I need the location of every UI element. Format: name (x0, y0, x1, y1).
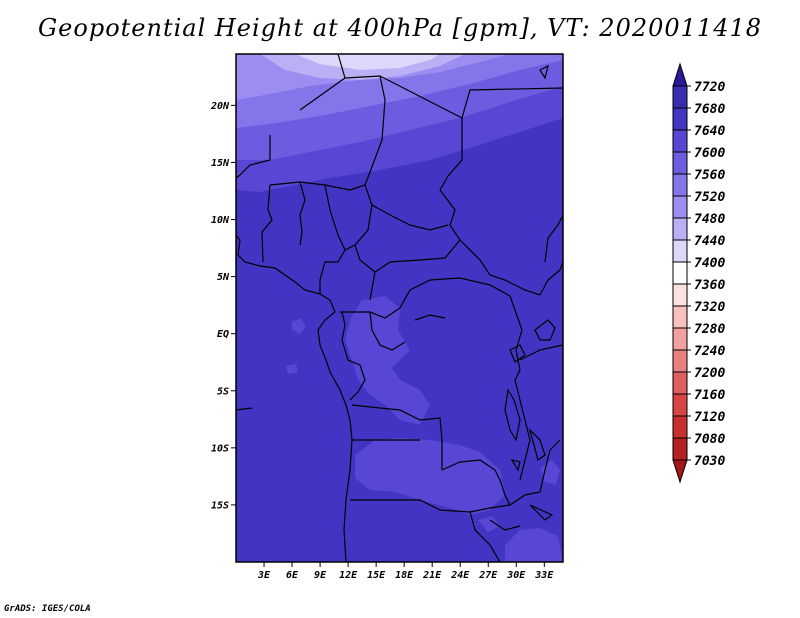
colorbar-swatch (672, 305, 688, 329)
lon-tick-label: 3E (257, 570, 271, 581)
lon-tick-label: 6E (286, 570, 299, 581)
colorbar-level-label: 7560 (694, 168, 725, 183)
lon-tick-label: 15E (367, 570, 386, 581)
patch-angola (355, 438, 505, 515)
latitude-axis: 20N 15N 10N 5N EQ 5S 10S 15S (210, 101, 236, 511)
lat-tick-label: 5N (217, 272, 230, 283)
colorbar-level-label: 7640 (694, 124, 725, 139)
patch-moz (540, 460, 560, 485)
colorbar-level-label: 7200 (694, 366, 725, 381)
lat-tick-label: 10S (211, 443, 229, 454)
lon-tick-label: 12E (339, 570, 358, 581)
colorbar-swatch (672, 437, 688, 461)
colorbar-level-label: 7440 (694, 234, 725, 249)
longitude-axis: 3E 6E 9E 12E 15E 18E 21E 24E 27E 30E 33E (257, 562, 554, 581)
colorbar-swatch (672, 195, 688, 219)
patch-small-2 (286, 364, 298, 374)
colorbar-swatch (672, 261, 688, 285)
patch-small-3 (478, 516, 500, 532)
lat-tick-label: 15S (211, 500, 229, 511)
colorbar-swatch (672, 371, 688, 395)
colorbar-swatch (672, 129, 688, 153)
colorbar-level-label: 7030 (694, 454, 725, 469)
patch-congo (345, 296, 430, 425)
colorbar-level-label: 7360 (694, 278, 725, 293)
lon-tick-label: 18E (395, 570, 414, 581)
colorbar-level-label: 7160 (694, 388, 725, 403)
colorbar-level-label: 7680 (694, 102, 725, 117)
lat-tick-label: 5S (217, 386, 229, 397)
colorbar-swatch (672, 283, 688, 307)
colorbar-level-label: 7720 (694, 80, 725, 95)
patch-small (292, 318, 306, 334)
colorbar-swatch (672, 173, 688, 197)
lat-tick-label: 10N (211, 215, 230, 226)
credit-label: GrADS: IGES/COLA (4, 604, 91, 614)
colorbar-level-label: 7280 (694, 322, 725, 337)
lon-tick-label: 33E (534, 570, 554, 581)
lat-tick-label: EQ (217, 329, 229, 340)
colorbar-level-label: 7400 (694, 256, 725, 271)
lon-tick-label: 30E (506, 570, 526, 581)
colorbar: 7720 7680 7640 7600 7560 7520 7480 7440 7400 7360… (672, 62, 725, 484)
lon-tick-label: 21E (422, 570, 442, 581)
lon-tick-label: 9E (314, 570, 327, 581)
colorbar-level-label: 7520 (694, 190, 725, 205)
height-field (236, 54, 563, 562)
map-frame (235, 53, 564, 563)
lat-tick-label: 20N (210, 101, 230, 112)
colorbar-bottom-arrow (672, 459, 688, 484)
chart-title: Geopotential Height at 400hPa [gpm], VT:… (38, 14, 762, 42)
lon-tick-label: 27E (478, 570, 498, 581)
lat-tick-label: 15N (211, 158, 230, 169)
colorbar-swatch (672, 349, 688, 373)
colorbar-swatch (672, 239, 688, 263)
lon-tick-label: 24E (450, 570, 470, 581)
colorbar-level-label: 7600 (694, 146, 725, 161)
colorbar-swatch (672, 107, 688, 131)
colorbar-top-arrow (672, 62, 688, 87)
patch-southeast (505, 528, 563, 562)
colorbar-swatch (672, 415, 688, 439)
colorbar-swatch (672, 217, 688, 241)
colorbar-swatch (672, 85, 688, 109)
coastlines-borders (236, 54, 563, 562)
colorbar-level-label: 7240 (694, 344, 725, 359)
colorbar-level-label: 7080 (694, 432, 725, 447)
colorbar-level-label: 7320 (694, 300, 725, 315)
colorbar-level-label: 7120 (694, 410, 725, 425)
band-7400-7440 (295, 54, 440, 70)
colorbar-swatch (672, 327, 688, 351)
colorbar-swatch (672, 151, 688, 175)
colorbar-level-label: 7480 (694, 212, 725, 227)
colorbar-swatch (672, 393, 688, 417)
